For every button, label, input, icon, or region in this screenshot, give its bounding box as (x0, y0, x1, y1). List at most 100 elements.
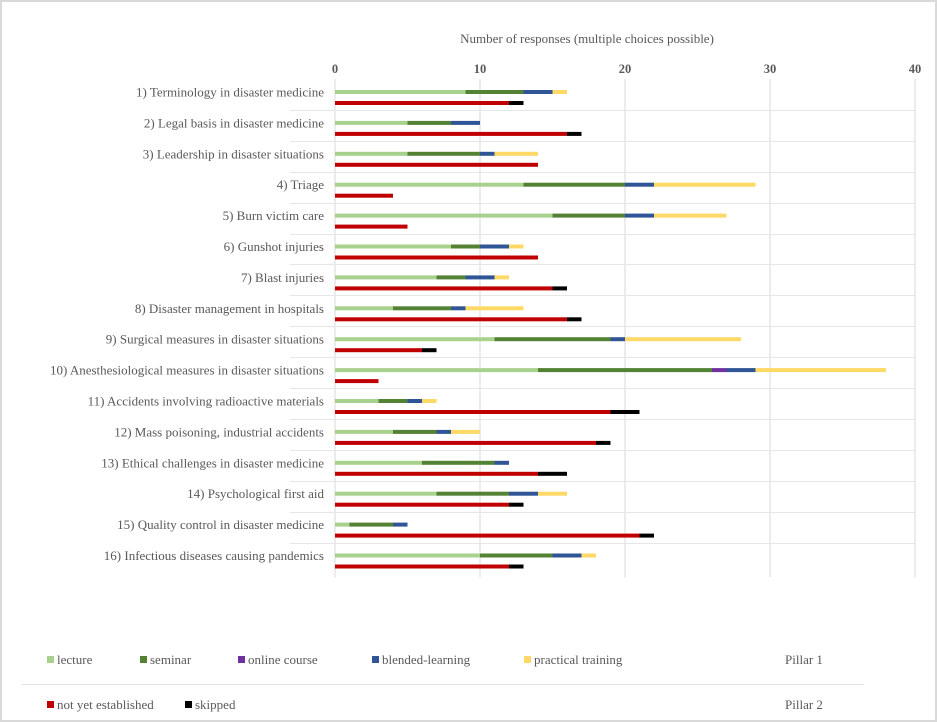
legend-label: blended-learning (382, 652, 471, 667)
category-label: 12) Mass poisoning, industrial accidents (114, 424, 324, 439)
bar-segment-not-yet-established (335, 502, 509, 507)
bar-segment-practical-training (625, 337, 741, 342)
category-label: 2) Legal basis in disaster medicine (144, 115, 324, 130)
bar-segment-blended-learning (480, 151, 495, 156)
category-label: 13) Ethical challenges in disaster medic… (101, 455, 324, 470)
legend-swatch (524, 656, 531, 663)
bar-segment-seminar (523, 182, 625, 187)
bar-segment-seminar (494, 337, 611, 342)
bar-segment-skipped (538, 471, 567, 476)
bar-segment-skipped (509, 502, 524, 507)
legend-divider (22, 684, 864, 685)
bar-segment-seminar (378, 399, 408, 403)
bar-segment-seminar (451, 244, 480, 249)
bar-segment-lecture (335, 522, 350, 527)
legend-swatch (185, 701, 192, 708)
bar-segment-not-yet-established (335, 317, 567, 322)
bar-segment-lecture (335, 337, 495, 342)
bar-segment-seminar (552, 213, 625, 218)
bar-segment-skipped (639, 533, 654, 538)
x-tick-label: 10 (474, 62, 487, 76)
bar-segment-practical-training (422, 399, 437, 403)
bars (335, 90, 886, 569)
bar-segment-skipped (567, 131, 582, 136)
bar-segment-skipped (596, 440, 611, 445)
bar-segment-not-yet-established (335, 131, 567, 136)
bar-segment-blended-learning (465, 275, 495, 280)
legend-label: lecture (57, 652, 93, 667)
bar-segment-practical-training (451, 429, 480, 434)
bar-segment-blended-learning (451, 306, 466, 311)
bar-segment-practical-training (581, 553, 596, 558)
legend-swatch (47, 701, 54, 708)
bar-segment-skipped (509, 564, 524, 569)
bar-segment-practical-training (538, 491, 567, 496)
bar-segment-practical-training (552, 90, 567, 94)
bar-segment-skipped (610, 410, 640, 414)
legend-label: online course (248, 652, 318, 667)
bar-segment-not-yet-established (335, 564, 509, 569)
bar-segment-not-yet-established (335, 533, 640, 538)
legend-label: not yet established (57, 697, 154, 712)
bar-segment-practical-training (465, 306, 524, 311)
bar-segment-practical-training (654, 213, 727, 218)
x-tick-label: 40 (909, 62, 922, 76)
category-label: 15) Quality control in disaster medicine (117, 517, 324, 532)
bar-segment-lecture (335, 151, 408, 156)
bar-segment-blended-learning (393, 522, 408, 527)
legend-item-seminar: seminar (140, 650, 191, 670)
bar-segment-not-yet-established (335, 440, 596, 445)
bar-segment-blended-learning (523, 90, 553, 94)
bar-segment-lecture (335, 120, 408, 125)
legend-item-lecture: lecture (47, 650, 92, 670)
category-label: 1) Terminology in disaster medicine (136, 85, 324, 100)
category-label: 4) Triage (277, 177, 325, 192)
bar-segment-skipped (552, 286, 567, 291)
legend-item-skipped: skipped (185, 695, 235, 715)
legend-label: seminar (150, 652, 192, 667)
bar-segment-practical-training (494, 275, 509, 280)
bar-segment-not-yet-established (335, 255, 538, 260)
legend-item-blended-learning: blended-learning (372, 650, 470, 670)
legend-label: skipped (195, 697, 236, 712)
bar-segment-blended-learning (436, 429, 451, 434)
bar-segment-practical-training (494, 151, 538, 156)
bar-segment-practical-training (654, 182, 756, 187)
bar-segment-blended-learning (625, 182, 654, 187)
bar-segment-blended-learning (625, 213, 654, 218)
category-label: 8) Disaster management in hospitals (135, 301, 324, 316)
bar-segment-seminar (538, 368, 712, 373)
bar-segment-practical-training (755, 368, 886, 373)
bar-segment-skipped (567, 317, 582, 322)
bar-segment-seminar (393, 306, 451, 311)
bar-segment-lecture (335, 244, 451, 249)
bar-segment-not-yet-established (335, 162, 538, 167)
bar-segment-seminar (407, 151, 480, 156)
bar-segment-seminar (480, 553, 553, 558)
x-tick-label: 20 (619, 62, 632, 76)
category-label: 16) Infectious diseases causing pandemic… (104, 548, 324, 563)
legend-label: practical training (534, 652, 623, 667)
bar-segment-skipped (422, 348, 437, 353)
bar-segment-skipped (509, 101, 524, 105)
bar-segment-seminar (407, 120, 451, 125)
legend-item-not-yet-established: not yet established (47, 695, 154, 715)
bar-segment-lecture (335, 182, 524, 187)
bar-segment-online-course (712, 368, 727, 373)
bar-segment-not-yet-established (335, 101, 509, 105)
bar-segment-lecture (335, 306, 393, 311)
legend-swatch (140, 656, 147, 663)
bar-segment-blended-learning (509, 491, 538, 496)
bar-segment-blended-learning (407, 399, 422, 403)
category-labels: 1) Terminology in disaster medicine 2) Le… (50, 85, 325, 564)
bar-segment-not-yet-established (335, 286, 553, 291)
bar-segment-lecture (335, 553, 480, 558)
bar-segment-practical-training (509, 244, 524, 249)
legend-item-practical-training: practical training (524, 650, 622, 670)
bar-segment-seminar (422, 460, 495, 465)
bar-segment-not-yet-established (335, 379, 379, 384)
bar-segment-lecture (335, 460, 422, 465)
legend-swatch (372, 656, 379, 663)
x-axis-title: Number of responses (multiple choices po… (460, 31, 714, 46)
